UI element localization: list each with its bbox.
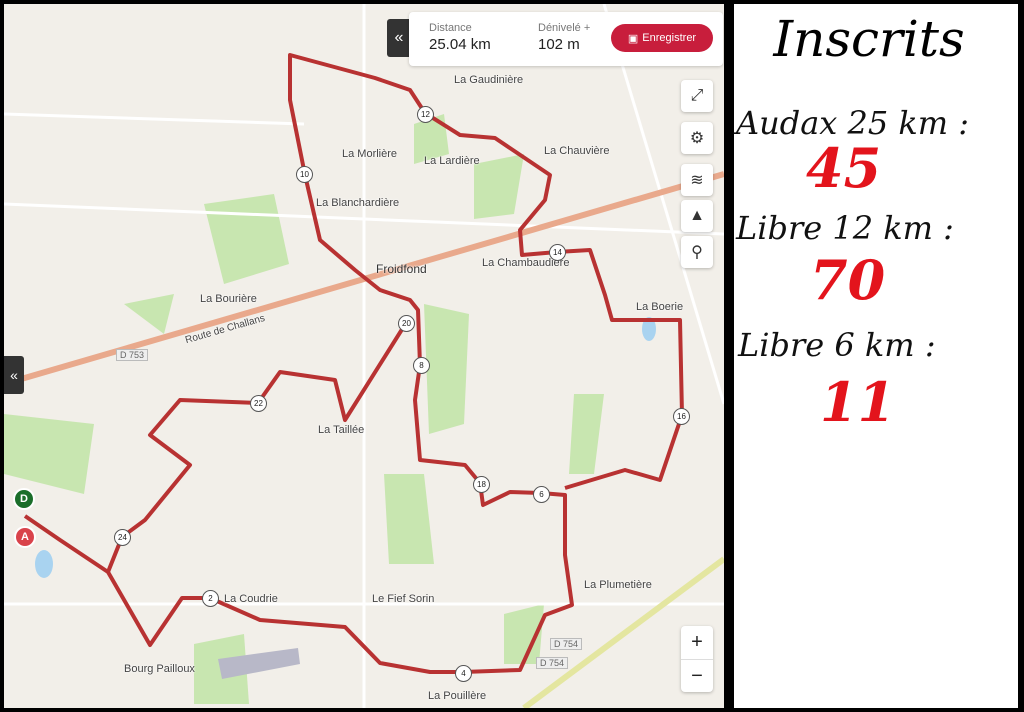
save-label: Enregistrer	[642, 32, 697, 44]
place-label: Froidfond	[376, 262, 427, 276]
km-marker[interactable]: 12	[417, 106, 434, 123]
elevation-button[interactable]: ▲	[681, 200, 713, 232]
km-marker[interactable]: 18	[473, 476, 490, 493]
place-label: La Morlière	[342, 148, 398, 160]
place-label: La Blanchardière	[316, 197, 400, 209]
place-label: La Gaudinière	[454, 74, 524, 86]
distance-value: 25.04 km	[429, 36, 491, 53]
category-count: 45	[806, 136, 882, 200]
place-label: La Plumetière	[584, 579, 652, 591]
map-layer	[4, 4, 724, 708]
km-marker[interactable]: 2	[202, 590, 219, 607]
route-loop	[106, 321, 408, 573]
place-label: Bourg Pailloux	[124, 663, 195, 675]
collapse-sidebar-button[interactable]: «	[4, 356, 24, 394]
category-label: Libre 12 km :	[736, 209, 954, 247]
km-marker[interactable]: 14	[549, 244, 566, 261]
floppy-icon: ▣	[627, 32, 639, 45]
place-label: La Lardière	[424, 155, 480, 167]
category-label: Audax 25 km :	[736, 104, 970, 142]
start-marker[interactable]: D	[13, 488, 35, 510]
category-count: 70	[810, 248, 886, 312]
km-marker[interactable]: 24	[114, 529, 131, 546]
person-pin-icon: ⚲	[691, 244, 703, 261]
collapse-stats-button[interactable]: «	[387, 19, 411, 57]
fullscreen-button[interactable]: ⤢	[681, 80, 713, 112]
expand-icon: ⤢	[690, 87, 704, 104]
place-label: La Chauvière	[544, 145, 610, 157]
place-label: La Bourière	[200, 293, 257, 305]
map[interactable]: La Gaudinière La Morlière La Lardière La…	[4, 4, 724, 708]
road-label: D 754	[536, 657, 569, 669]
location-button[interactable]: ⚲	[681, 236, 713, 268]
elevation-value: 102 m	[538, 36, 580, 53]
km-marker[interactable]: 10	[296, 166, 313, 183]
place-label: Le Fief Sorin	[372, 593, 435, 605]
zoom-in-button[interactable]: +	[691, 631, 703, 653]
km-marker[interactable]: 16	[673, 408, 690, 425]
km-marker[interactable]: 8	[413, 357, 430, 374]
gear-icon: ⚙	[689, 130, 705, 147]
registrations-panel: Inscrits Audax 25 km : 45 Libre 12 km : …	[734, 4, 1018, 708]
zoom-out-button[interactable]: −	[681, 659, 713, 692]
road-label: D 754	[550, 638, 583, 650]
place-label: La Coudrie	[224, 593, 278, 605]
green-areas	[4, 114, 604, 704]
save-button[interactable]: ▣ Enregistrer	[611, 24, 713, 52]
layers-button[interactable]: ≋	[681, 164, 713, 196]
km-marker[interactable]: 20	[398, 315, 415, 332]
settings-button[interactable]: ⚙	[681, 122, 713, 154]
mountain-icon: ▲	[689, 207, 705, 224]
layers-icon: ≋	[690, 172, 704, 189]
place-label: La Chambaudière	[482, 257, 570, 269]
category-label: Libre 6 km :	[738, 326, 936, 364]
road-label: D 753	[116, 349, 149, 361]
km-marker[interactable]: 4	[455, 665, 472, 682]
end-marker[interactable]: A	[14, 526, 36, 548]
km-marker[interactable]: 22	[250, 395, 267, 412]
route-stats-panel: Distance 25.04 km Dénivelé + 102 m ▣ Enregi…	[409, 12, 723, 66]
place-label: La Pouillère	[428, 690, 487, 702]
elevation-label: Dénivelé +	[538, 22, 591, 34]
zoom-control: + −	[681, 626, 713, 692]
place-label: La Taillée	[318, 424, 365, 436]
panel-title: Inscrits	[773, 10, 965, 68]
distance-label: Distance	[429, 22, 472, 34]
km-marker[interactable]: 6	[533, 486, 550, 503]
place-label: La Boerie	[636, 301, 684, 313]
category-count: 11	[820, 370, 896, 434]
